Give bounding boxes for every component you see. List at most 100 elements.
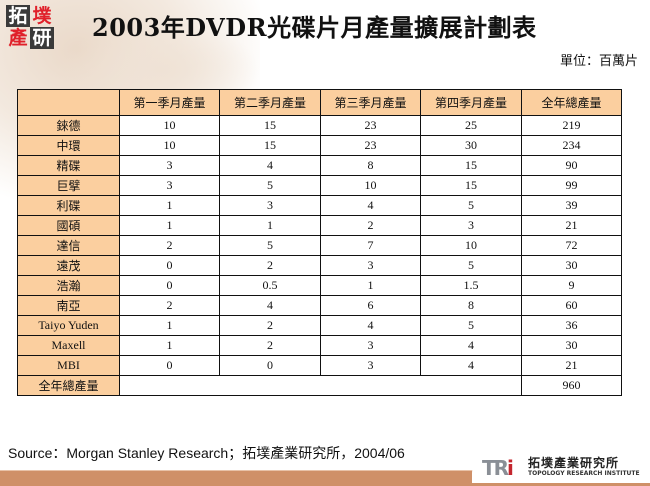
table-row: 中環 10 15 23 30 234 — [17, 135, 622, 156]
cell-q2: 15 — [219, 115, 321, 136]
cell-total: 30 — [521, 335, 622, 356]
cell-q3: 4 — [320, 315, 421, 336]
cell-q3: 8 — [320, 155, 421, 176]
company-name: 精碟 — [17, 155, 120, 176]
cell-q2: 5 — [219, 235, 321, 256]
cell-q4: 3 — [420, 215, 522, 236]
cell-q1: 1 — [119, 195, 220, 216]
cell-total: 21 — [521, 215, 622, 236]
cell-total: 90 — [521, 155, 622, 176]
company-name: MBI — [17, 355, 120, 376]
cell-q2: 5 — [219, 175, 321, 196]
table-row: 巨擘 3 5 10 15 99 — [17, 175, 622, 196]
cell-q3: 2 — [320, 215, 421, 236]
table-row: 錸德 10 15 23 25 219 — [17, 115, 622, 136]
cell-q1: 10 — [119, 135, 220, 156]
header-q1: 第一季月產量 — [119, 89, 220, 116]
header-q4: 第四季月產量 — [420, 89, 522, 116]
cell-q1: 3 — [119, 175, 220, 196]
cell-q4: 1.5 — [420, 275, 522, 296]
table-row: MBI 0 0 3 4 21 — [17, 355, 622, 376]
header-q3: 第三季月產量 — [320, 89, 421, 116]
cell-total: 39 — [521, 195, 622, 216]
logo-char-1: 拓 — [6, 5, 30, 27]
company-name: 巨擘 — [17, 175, 120, 196]
cell-q4: 30 — [420, 135, 522, 156]
logo-char-2: 墣 — [32, 5, 52, 27]
cell-q4: 4 — [420, 355, 522, 376]
cell-q2: 2 — [219, 335, 321, 356]
grand-total: 960 — [521, 375, 622, 396]
cell-q1: 2 — [119, 235, 220, 256]
cell-q2: 0.5 — [219, 275, 321, 296]
cell-q4: 25 — [420, 115, 522, 136]
company-name: 錸德 — [17, 115, 120, 136]
table-row: 遠茂 0 2 3 5 30 — [17, 255, 622, 276]
cell-q3: 7 — [320, 235, 421, 256]
table-row: Taiyo Yuden 1 2 4 5 36 — [17, 315, 622, 336]
cell-q4: 8 — [420, 295, 522, 316]
cell-total: 234 — [521, 135, 622, 156]
company-name: 達信 — [17, 235, 120, 256]
tri-chinese-name: 拓墣產業研究所 — [528, 456, 620, 470]
cell-total: 30 — [521, 255, 622, 276]
table-row: 利碟 1 3 4 5 39 — [17, 195, 622, 216]
cell-q1: 0 — [119, 255, 220, 276]
cell-q4: 15 — [420, 175, 522, 196]
cell-q3: 3 — [320, 255, 421, 276]
cell-q3: 1 — [320, 275, 421, 296]
tri-english-name: TOPOLOGY RESEARCH INSTITUTE — [528, 470, 640, 477]
cell-total: 99 — [521, 175, 622, 196]
logo-char-3: 產 — [8, 27, 28, 49]
tri-mark: TRi — [482, 456, 514, 480]
cell-q1: 3 — [119, 155, 220, 176]
cell-q1: 10 — [119, 115, 220, 136]
cell-q2: 2 — [219, 315, 321, 336]
cell-q4: 4 — [420, 335, 522, 356]
total-label: 全年總產量 — [17, 375, 120, 396]
unit-label: 單位：百萬片 — [559, 54, 638, 69]
table-row: 國碩 1 1 2 3 21 — [17, 215, 622, 236]
cell-q2: 2 — [219, 255, 321, 276]
cell-q1: 2 — [119, 295, 220, 316]
cell-q2: 3 — [219, 195, 321, 216]
cell-total: 21 — [521, 355, 622, 376]
cell-q3: 23 — [320, 115, 421, 136]
cell-q1: 1 — [119, 335, 220, 356]
cell-q3: 23 — [320, 135, 421, 156]
cell-q3: 3 — [320, 355, 421, 376]
cell-q4: 5 — [420, 255, 522, 276]
company-name: 國碩 — [17, 215, 120, 236]
company-name: 南亞 — [17, 295, 120, 316]
cell-q1: 0 — [119, 355, 220, 376]
company-name: 遠茂 — [17, 255, 120, 276]
cell-total: 36 — [521, 315, 622, 336]
company-name: 浩瀚 — [17, 275, 120, 296]
company-name: 利碟 — [17, 195, 120, 216]
cell-total: 219 — [521, 115, 622, 136]
header-corner — [17, 89, 120, 116]
cell-q2: 1 — [219, 215, 321, 236]
header-q2: 第二季月產量 — [219, 89, 321, 116]
cell-q2: 4 — [219, 155, 321, 176]
cell-q4: 5 — [420, 195, 522, 216]
header-total: 全年總產量 — [521, 89, 622, 116]
company-name: Taiyo Yuden — [17, 315, 120, 336]
cell-total: 60 — [521, 295, 622, 316]
table-row: 精碟 3 4 8 15 90 — [17, 155, 622, 176]
cell-q3: 3 — [320, 335, 421, 356]
page-title: 2003年DVDR光碟片月產量擴展計劃表 — [92, 13, 537, 42]
cell-total: 9 — [521, 275, 622, 296]
cell-q3: 10 — [320, 175, 421, 196]
cell-q3: 6 — [320, 295, 421, 316]
table-header-row: 第一季月產量 第二季月產量 第三季月產量 第四季月產量 全年總產量 — [17, 89, 622, 116]
table-row: 浩瀚 0 0.5 1 1.5 9 — [17, 275, 622, 296]
total-row: 全年總產量 960 — [17, 375, 622, 396]
tri-brand-logo: TRi 拓墣產業研究所 TOPOLOGY RESEARCH INSTITUTE — [472, 453, 650, 483]
table-row: Maxell 1 2 3 4 30 — [17, 335, 622, 356]
cell-total: 72 — [521, 235, 622, 256]
logo-char-4: 研 — [30, 27, 54, 49]
company-name: 中環 — [17, 135, 120, 156]
cell-q1: 1 — [119, 215, 220, 236]
cell-q2: 15 — [219, 135, 321, 156]
